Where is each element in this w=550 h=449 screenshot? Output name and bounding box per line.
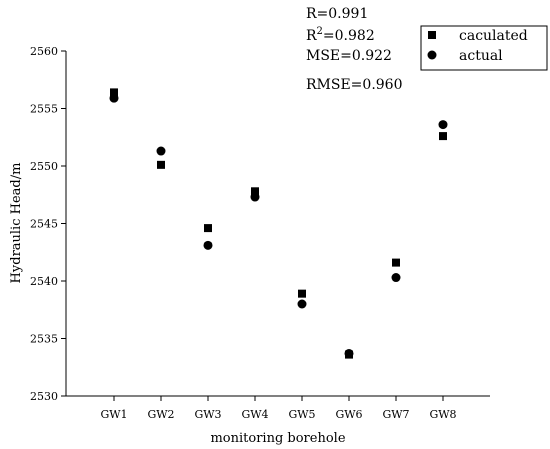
legend-marker-caculated [428, 31, 436, 39]
point-caculated [110, 88, 118, 97]
x-ticks: GW1 GW2 GW3 GW4 GW5 GW6 GW7 GW8 [100, 396, 457, 421]
stat-mse: MSE=0.922 [306, 48, 392, 64]
point-caculated [392, 258, 400, 267]
y-tick-label: 2545 [30, 218, 58, 231]
y-tick-label: 2535 [30, 333, 58, 346]
point-caculated [204, 224, 212, 233]
y-axis-label: Hydraulic Head/m [9, 163, 24, 284]
legend-box [420, 25, 548, 71]
x-tick-label: GW1 [100, 408, 127, 421]
data-points [109, 88, 448, 359]
stats-annotation: R=0.991 R2=0.982 MSE=0.922 RMSE=0.960 [306, 6, 403, 93]
x-tick-label: GW7 [382, 408, 409, 421]
point-actual [344, 348, 354, 358]
point-actual [438, 120, 448, 130]
x-axis: GW1 GW2 GW3 GW4 GW5 GW6 GW7 GW8 [66, 395, 490, 421]
x-tick-label: GW6 [335, 408, 362, 421]
x-tick-label: GW5 [288, 408, 315, 421]
point-actual [203, 240, 213, 250]
y-tick-label: 2555 [30, 103, 58, 116]
stat-r2: R2=0.982 [306, 26, 375, 44]
point-caculated [298, 289, 306, 298]
point-caculated [157, 160, 165, 169]
y-tick-label: 2560 [30, 45, 58, 58]
stat-rmse: RMSE=0.960 [306, 77, 403, 93]
point-actual [391, 273, 401, 283]
y-tick-label: 2550 [30, 160, 58, 173]
legend-label-actual: actual [459, 48, 503, 64]
stat-r: R=0.991 [306, 6, 368, 22]
y-tick-label: 2540 [30, 275, 58, 288]
legend-marker-actual [427, 50, 437, 60]
legend-label-caculated: caculated [459, 28, 528, 44]
x-tick-label: GW2 [147, 408, 174, 421]
point-actual [297, 299, 307, 309]
x-tick-label: GW8 [429, 408, 456, 421]
point-actual [156, 146, 166, 156]
legend: caculated actual [420, 25, 548, 71]
point-actual [109, 93, 119, 103]
x-tick-label: GW4 [241, 408, 268, 421]
y-tick-label: 2530 [30, 390, 58, 403]
y-axis: 2530 2535 2540 2545 2550 2555 2560 [30, 45, 67, 403]
point-caculated [439, 132, 447, 141]
y-ticks: 2530 2535 2540 2545 2550 2555 2560 [30, 45, 66, 403]
point-caculated [251, 187, 259, 196]
x-axis-label: monitoring borehole [210, 431, 345, 446]
x-tick-label: GW3 [194, 408, 221, 421]
point-actual [250, 192, 260, 202]
